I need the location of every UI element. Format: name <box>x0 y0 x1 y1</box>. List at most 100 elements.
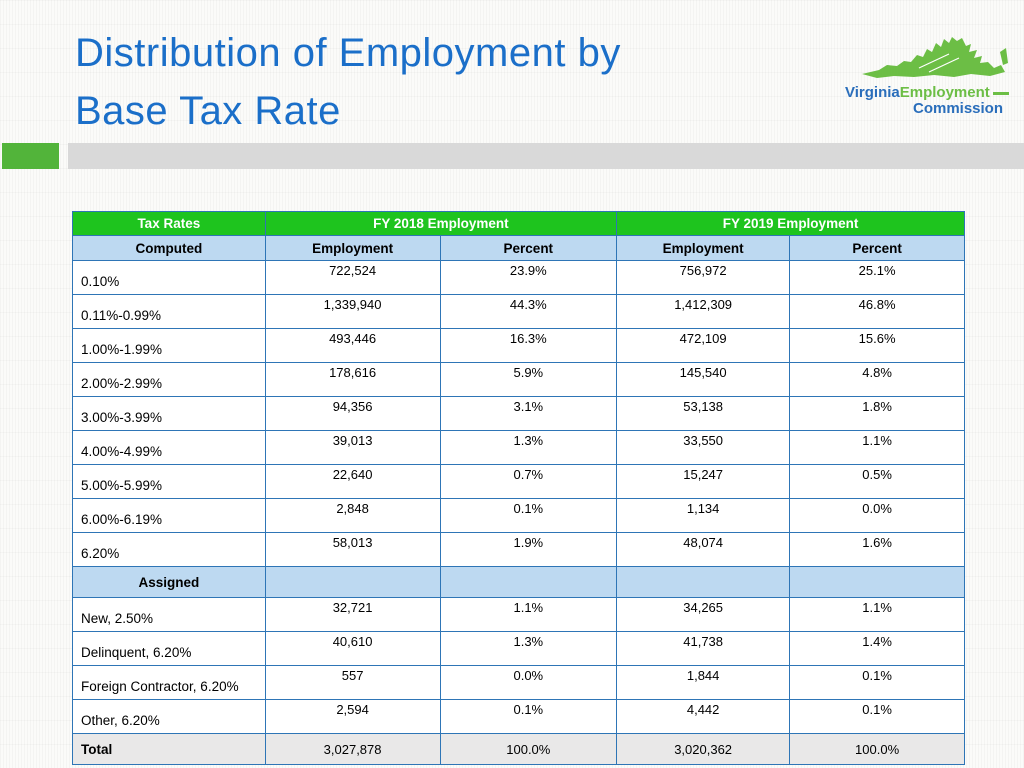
value-cell: 25.1% <box>789 260 965 295</box>
table-row: Delinquent, 6.20% 40,610 1.3% 41,738 1.4% <box>72 631 965 666</box>
logo-wordmark: VirginiaEmployment <box>845 84 1009 101</box>
row-label-cell: Total <box>72 733 266 765</box>
value-cell: 1.8% <box>789 396 965 431</box>
value-cell: 4,442 <box>616 699 791 734</box>
row-label-cell: Delinquent, 6.20% <box>72 631 266 666</box>
value-cell: 32,721 <box>264 597 441 632</box>
row-label-cell: 0.10% <box>72 260 266 295</box>
accent-square <box>2 143 59 169</box>
value-cell: 4.8% <box>789 362 965 397</box>
row-label-cell: 0.11%-0.99% <box>72 294 266 329</box>
value-cell: 40,610 <box>264 631 441 666</box>
row-label-cell: Other, 6.20% <box>72 699 266 734</box>
table-row: 2.00%-2.99% 178,616 5.9% 145,540 4.8% <box>72 362 965 397</box>
table-row: Assigned <box>72 566 965 598</box>
value-cell: 1.3% <box>439 430 618 465</box>
value-cell: 0.0% <box>789 498 965 533</box>
table-row: 6.20% 58,013 1.9% 48,074 1.6% <box>72 532 965 567</box>
value-cell: 1.1% <box>789 597 965 632</box>
subheader-computed: Computed <box>72 235 266 261</box>
value-cell: 1.6% <box>789 532 965 567</box>
value-cell <box>439 566 618 598</box>
value-cell: 33,550 <box>616 430 791 465</box>
header-tax-rates: Tax Rates <box>72 211 266 236</box>
tax-table-body: 0.10% 722,524 23.9% 756,972 25.1% 0.11%-0.99%… <box>72 260 965 765</box>
row-label-cell: 2.00%-2.99% <box>72 362 266 397</box>
header-fy2018-employment: FY 2018 Employment <box>264 211 618 236</box>
virginia-state-icon <box>862 37 1008 78</box>
logo-dash <box>992 91 1009 95</box>
value-cell: 493,446 <box>264 328 441 363</box>
row-label-cell: Assigned <box>72 566 266 598</box>
value-cell: 0.7% <box>439 464 618 499</box>
value-cell <box>264 566 441 598</box>
value-cell: 1,844 <box>616 665 791 700</box>
value-cell: 145,540 <box>616 362 791 397</box>
logo-word-employment: Employment <box>899 84 990 101</box>
value-cell: 22,640 <box>264 464 441 499</box>
header-fy2019-employment: FY 2019 Employment <box>616 211 965 236</box>
value-cell: 0.1% <box>439 699 618 734</box>
value-cell: 3,020,362 <box>616 733 791 765</box>
table-row: 1.00%-1.99% 493,446 16.3% 472,109 15.6% <box>72 328 965 363</box>
row-label-cell: 5.00%-5.99% <box>72 464 266 499</box>
vec-logo: VirginiaEmployment Commission <box>845 34 1010 117</box>
value-cell: 0.1% <box>439 498 618 533</box>
value-cell: 1.9% <box>439 532 618 567</box>
subheader-percent-2019: Percent <box>789 235 965 261</box>
row-label-cell: 6.20% <box>72 532 266 567</box>
table-row: 6.00%-6.19% 2,848 0.1% 1,134 0.0% <box>72 498 965 533</box>
value-cell: 3.1% <box>439 396 618 431</box>
accent-bar <box>68 143 1024 169</box>
employment-table: Tax Rates FY 2018 Employment FY 2019 Emp… <box>72 211 965 765</box>
value-cell: 0.1% <box>789 665 965 700</box>
value-cell: 53,138 <box>616 396 791 431</box>
row-label-cell: 3.00%-3.99% <box>72 396 266 431</box>
subheader-percent-2018: Percent <box>439 235 618 261</box>
table-row: Foreign Contractor, 6.20% 557 0.0% 1,844 0.1… <box>72 665 965 700</box>
value-cell: 1.3% <box>439 631 618 666</box>
value-cell: 557 <box>264 665 441 700</box>
table-row: 0.11%-0.99% 1,339,940 44.3% 1,412,309 46.8% <box>72 294 965 329</box>
table-row: 4.00%-4.99% 39,013 1.3% 33,550 1.1% <box>72 430 965 465</box>
table-row: Total 3,027,878 100.0% 3,020,362 100.0% <box>72 733 965 765</box>
value-cell: 1,134 <box>616 498 791 533</box>
table-row: 0.10% 722,524 23.9% 756,972 25.1% <box>72 260 965 295</box>
value-cell: 756,972 <box>616 260 791 295</box>
row-label-cell: 4.00%-4.99% <box>72 430 266 465</box>
value-cell: 1.4% <box>789 631 965 666</box>
value-cell <box>616 566 791 598</box>
value-cell: 0.1% <box>789 699 965 734</box>
value-cell: 3,027,878 <box>264 733 441 765</box>
value-cell: 44.3% <box>439 294 618 329</box>
table-header-row: Tax Rates FY 2018 Employment FY 2019 Emp… <box>72 211 965 236</box>
value-cell: 34,265 <box>616 597 791 632</box>
value-cell: 5.9% <box>439 362 618 397</box>
row-label-cell: New, 2.50% <box>72 597 266 632</box>
value-cell: 1.1% <box>439 597 618 632</box>
subheader-employment-2018: Employment <box>264 235 441 261</box>
table-row: 5.00%-5.99% 22,640 0.7% 15,247 0.5% <box>72 464 965 499</box>
value-cell: 94,356 <box>264 396 441 431</box>
value-cell: 15.6% <box>789 328 965 363</box>
value-cell: 0.5% <box>789 464 965 499</box>
table-row: 3.00%-3.99% 94,356 3.1% 53,138 1.8% <box>72 396 965 431</box>
value-cell: 2,594 <box>264 699 441 734</box>
logo-word-virginia: Virginia <box>845 84 900 101</box>
value-cell: 1,339,940 <box>264 294 441 329</box>
subheader-employment-2019: Employment <box>616 235 791 261</box>
value-cell: 41,738 <box>616 631 791 666</box>
title-line-1: Distribution of Employment by <box>75 31 621 75</box>
row-label-cell: 1.00%-1.99% <box>72 328 266 363</box>
page-title: Distribution of Employment by Base Tax R… <box>75 24 835 140</box>
value-cell: 100.0% <box>789 733 965 765</box>
value-cell: 1.1% <box>789 430 965 465</box>
row-label-cell: 6.00%-6.19% <box>72 498 266 533</box>
value-cell: 2,848 <box>264 498 441 533</box>
value-cell: 58,013 <box>264 532 441 567</box>
row-label-cell: Foreign Contractor, 6.20% <box>72 665 266 700</box>
logo-word-commission: Commission <box>912 100 1003 117</box>
table-row: Other, 6.20% 2,594 0.1% 4,442 0.1% <box>72 699 965 734</box>
value-cell: 722,524 <box>264 260 441 295</box>
